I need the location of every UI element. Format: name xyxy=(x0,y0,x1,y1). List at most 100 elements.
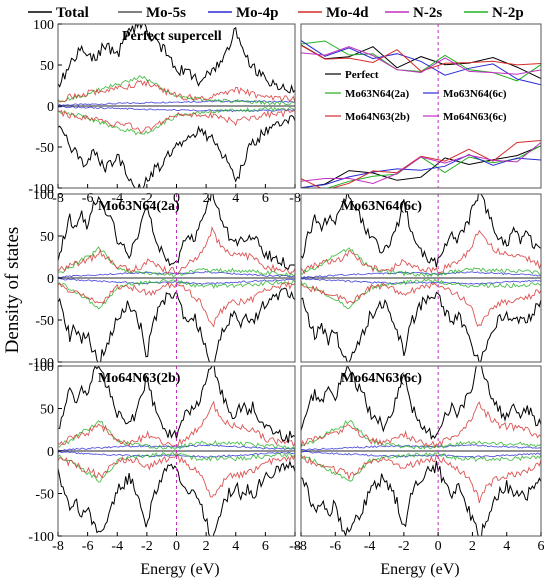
xtick-label: -2 xyxy=(141,191,153,206)
xtick-label: 2 xyxy=(469,539,476,554)
xtick-label: -8 xyxy=(295,539,307,554)
xtick-label: -2 xyxy=(141,539,153,554)
xtick-label: 0 xyxy=(435,539,442,554)
panel-mo63_6c: Mo63N64(6c) xyxy=(300,193,542,363)
x-axis-label-left: Energy (eV) xyxy=(140,561,219,578)
xtick-label: 2 xyxy=(203,539,210,554)
ytick-label: 50 xyxy=(40,230,54,245)
series-mo4d-down xyxy=(58,280,295,328)
xtick-label: 0 xyxy=(173,191,180,206)
plot-area-mo63_6c xyxy=(301,194,541,362)
xtick-label: 6 xyxy=(262,191,269,206)
series-n2p-up xyxy=(58,420,295,451)
xtick-label: -4 xyxy=(111,539,123,554)
y-axis-label: Density of states xyxy=(2,227,23,354)
series-total-up xyxy=(58,24,295,94)
plot-area-mo64_6c xyxy=(301,366,541,536)
zoom-legend-label-1: Mo63N64(2a) xyxy=(345,88,409,100)
xtick-label: -4 xyxy=(111,191,123,206)
legend-label-5: N-2p xyxy=(492,5,524,21)
series-n2p-up xyxy=(301,247,541,278)
series-total-up xyxy=(301,366,541,441)
legend-label-4: N-2s xyxy=(413,5,442,21)
series-mo4d-down xyxy=(58,109,295,134)
panel-frame xyxy=(300,23,542,189)
panel-mo64_6c: Mo64N63(6c) -8 -6 -4 -2 0 2 4 6 xyxy=(295,365,545,554)
series-n2p-up xyxy=(301,419,541,450)
xtick-label: -6 xyxy=(82,539,94,554)
legend-label-1: Mo-5s xyxy=(146,5,186,21)
xtick-label: 4 xyxy=(232,191,239,206)
ytick-label: 0 xyxy=(47,445,54,460)
ytick-label: -100 xyxy=(28,530,54,545)
zoom-series-up-3 xyxy=(301,44,541,72)
series-total-down xyxy=(301,291,541,362)
xtick-label: -6 xyxy=(82,191,94,206)
legend: Total Mo-5s Mo-4p Mo-4d N-2s N-2p xyxy=(28,5,524,21)
panel-title: Mo64N63(2b) xyxy=(98,371,181,386)
panel-mo63_2a: Mo63N64(2a) -100 -50 0 50 100 xyxy=(28,188,296,371)
series-mo4d-up xyxy=(301,401,541,448)
xtick-label: 0 xyxy=(173,539,180,554)
xtick-label: 2 xyxy=(203,191,210,206)
plot-area-perfect xyxy=(58,24,295,188)
xtick-label: -4 xyxy=(364,539,376,554)
ytick-label: -100 xyxy=(28,356,54,371)
xtick-label: -8 xyxy=(289,539,301,554)
xtick-label: 6 xyxy=(262,539,269,554)
zoom-series-down-4 xyxy=(301,142,541,185)
legend-label-2: Mo-4p xyxy=(236,5,279,21)
zoom-legend-label-0: Perfect xyxy=(345,69,379,81)
panel-title: Mo63N64(6c) xyxy=(341,199,422,214)
xtick-label: 4 xyxy=(503,539,510,554)
ytick-label: 0 xyxy=(47,272,54,287)
panel-zoom: Perfect Mo63N64(2a) Mo63N64(6c) Mo64N63(2b)… xyxy=(300,23,542,189)
series-total-down xyxy=(301,460,541,536)
series-mo4d-down xyxy=(58,453,295,498)
ytick-label: 0 xyxy=(47,100,54,115)
ytick-label: 50 xyxy=(40,59,54,74)
ytick-label: 100 xyxy=(33,360,54,375)
series-mo4p-down xyxy=(58,277,295,285)
series-mo4p-down xyxy=(301,450,541,459)
xtick-label: -6 xyxy=(329,539,341,554)
zoom-series-down-2 xyxy=(301,153,541,188)
series-total-up xyxy=(301,194,541,268)
xtick-label: 6 xyxy=(538,539,545,554)
ytick-label: -50 xyxy=(35,488,54,503)
series-mo4d-up xyxy=(301,229,541,275)
panel-title: Mo64N63(6c) xyxy=(341,371,422,386)
panel-title: Perfect supercell xyxy=(122,29,222,44)
x-axis-label-right: Energy (eV) xyxy=(380,561,459,578)
zoom-legend-label-3: Mo64N63(2b) xyxy=(345,111,410,123)
series-mo4p-up xyxy=(301,443,541,451)
zoom-series-up-4 xyxy=(301,46,541,75)
series-n2p-down xyxy=(301,278,541,309)
panel-frame xyxy=(300,365,542,537)
zoom-legend-label-4: Mo64N63(6c) xyxy=(443,111,507,123)
legend-label-0: Total xyxy=(56,5,89,21)
xtick-label: -8 xyxy=(52,539,64,554)
series-n2p-down xyxy=(58,106,295,136)
xtick-label: -2 xyxy=(398,539,410,554)
series-mo4d-down xyxy=(301,282,541,327)
series-mo4d-up xyxy=(58,79,295,103)
ytick-label: -50 xyxy=(35,314,54,329)
ytick-label: 50 xyxy=(40,403,54,418)
panel-mo64_2b: Mo64N63(2b) -100 -50 0 50 100 -8 -6 -4 -2 0 2 4 6 -8 xyxy=(28,360,301,554)
ytick-label: 100 xyxy=(33,18,54,33)
ytick-label: 100 xyxy=(33,188,54,203)
series-mo4p-up xyxy=(58,99,295,107)
series-total-down xyxy=(58,115,295,188)
series-mo4p-down xyxy=(301,277,541,285)
xtick-label: 4 xyxy=(232,539,239,554)
zoom-legend-label-2: Mo63N64(6c) xyxy=(443,88,507,100)
legend-label-3: Mo-4d xyxy=(326,5,369,21)
plot-area-zoom xyxy=(301,40,541,188)
panel-title: Mo63N64(2a) xyxy=(98,199,180,214)
series-n2p-down xyxy=(301,452,541,482)
zoom-series-up-2 xyxy=(301,40,541,86)
zoom-series-up-0 xyxy=(301,44,541,79)
